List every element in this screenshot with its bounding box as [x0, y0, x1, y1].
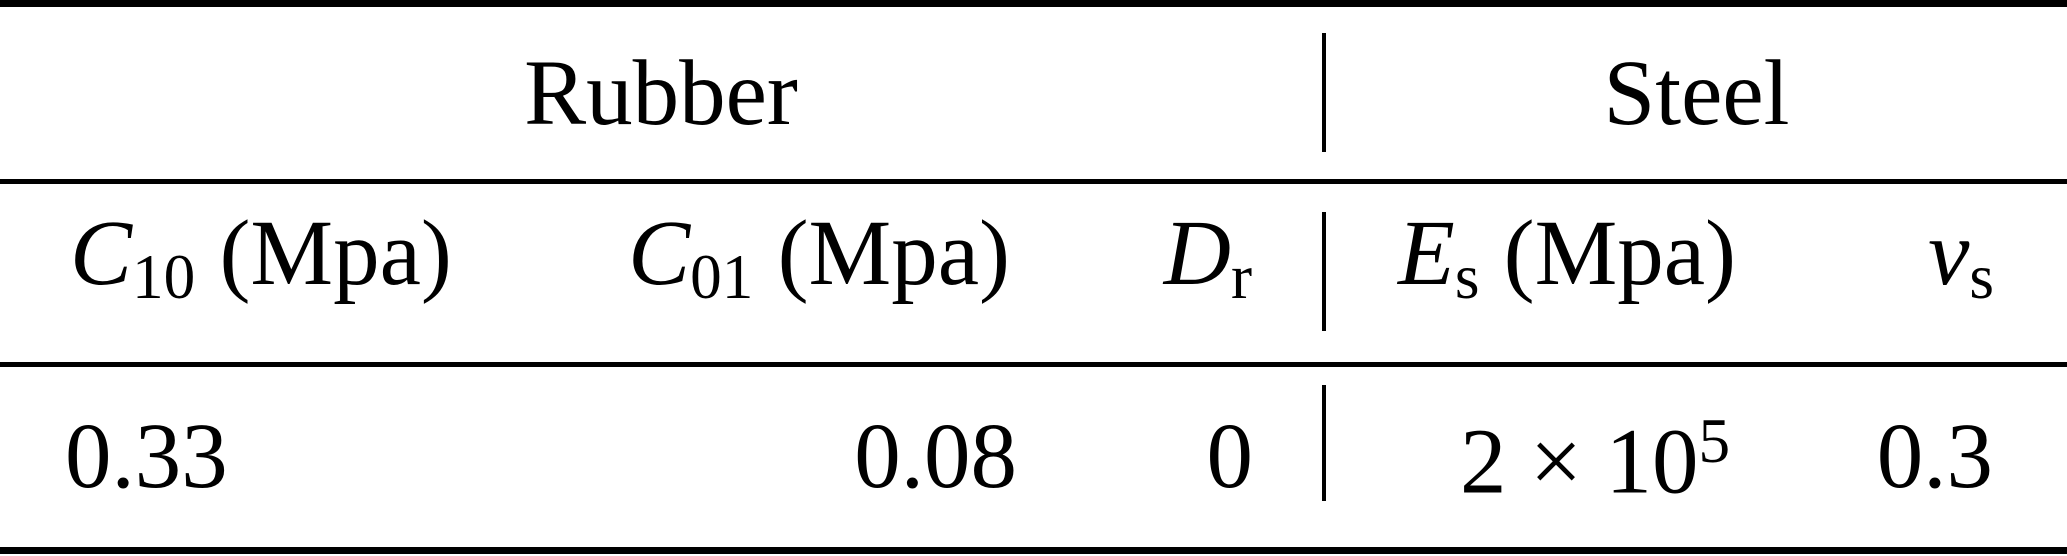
vertical-divider-segment-data-row [1322, 385, 1326, 501]
symbol-vs: v [1928, 202, 1970, 305]
table-rule-below-group-header [0, 179, 2067, 184]
group-header-steel-label: Steel [1603, 42, 1790, 145]
vertical-divider-segment-header-row [1322, 212, 1326, 331]
table-rule-bottom [0, 547, 2067, 554]
subscript-vs: s [1969, 241, 1994, 312]
cell-value-es: 2 × 105 [1460, 409, 1730, 508]
subscript-es: s [1454, 241, 1480, 312]
symbol-c01: C [628, 202, 691, 305]
cell-value-c10: 0.33 [65, 405, 228, 508]
column-header-c01: C01 (Mpa) [628, 207, 1010, 309]
group-header-steel: Steel [1326, 47, 2067, 140]
unit-c10: (Mpa) [219, 202, 452, 305]
cell-value-vs: 0.3 [1876, 405, 1993, 508]
column-header-c10: C10 (Mpa) [70, 207, 452, 309]
vertical-divider-segment-group-row [1322, 33, 1326, 152]
column-header-vs: vs [1928, 207, 1994, 309]
column-header-dr: Dr [1164, 207, 1252, 309]
unit-es: (Mpa) [1503, 202, 1737, 305]
es-mantissa: 2 × 10 [1460, 410, 1699, 514]
subscript-c10: 10 [132, 241, 196, 312]
unit-c01: (Mpa) [777, 202, 1010, 305]
column-header-es: Es (Mpa) [1398, 207, 1736, 309]
es-exponent: 5 [1698, 406, 1731, 476]
symbol-dr: D [1163, 202, 1231, 305]
group-header-rubber-label: Rubber [524, 42, 798, 145]
subscript-c01: 01 [690, 241, 754, 312]
table-rule-top [0, 0, 2067, 7]
group-header-rubber: Rubber [0, 47, 1322, 140]
table-rule-below-column-header [0, 362, 2067, 367]
cell-value-dr: 0 [1206, 405, 1254, 508]
subscript-dr: r [1230, 241, 1252, 312]
symbol-c10: C [70, 202, 133, 305]
cell-value-c01: 0.08 [854, 405, 1017, 508]
symbol-es: E [1398, 202, 1455, 305]
